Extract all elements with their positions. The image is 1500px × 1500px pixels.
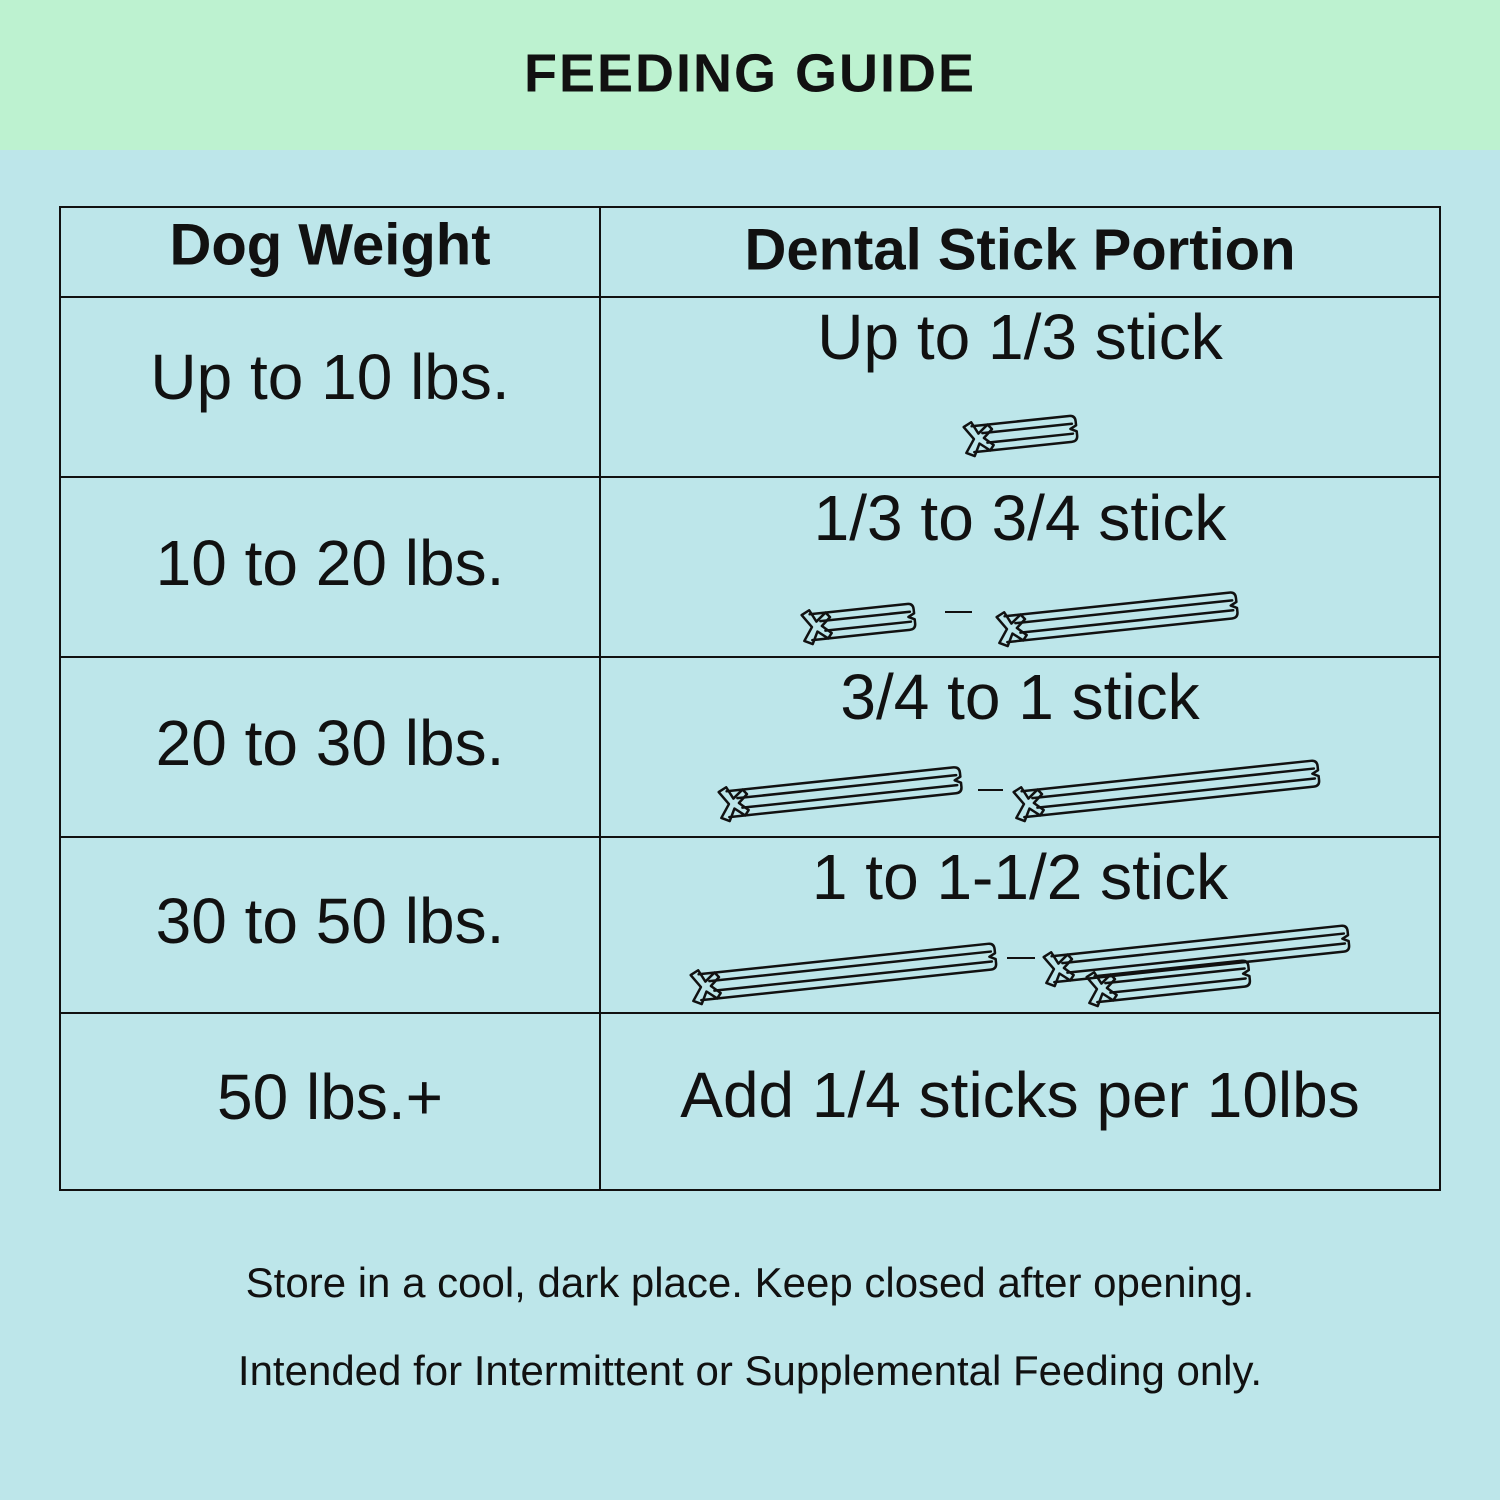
stick-ridge (981, 422, 1074, 435)
stick-end (800, 609, 833, 646)
portion-cell: 1/3 to 3/4 stick (814, 482, 1228, 554)
stick-ridge (1109, 977, 1247, 994)
stick-ridge (824, 620, 913, 632)
stick-end (1012, 786, 1045, 823)
stick-ridge (1019, 609, 1235, 634)
stick-body (1003, 591, 1239, 644)
storage-note: Store in a cool, dark place. Keep closed… (246, 1259, 1255, 1306)
stick-ridge (741, 783, 959, 809)
stick-icon (962, 414, 1079, 458)
title: FEEDING GUIDE (524, 43, 976, 103)
stick-end (995, 611, 1028, 648)
feeding-note: Intended for Intermittent or Supplementa… (238, 1347, 1262, 1394)
stick-ridge (1031, 767, 1316, 800)
stick-body (1020, 759, 1321, 819)
column-header: Dental Stick Portion (744, 217, 1295, 282)
weight-cell: 20 to 30 lbs. (156, 707, 505, 779)
stick-body (1093, 959, 1252, 1004)
stick-ridge (986, 432, 1075, 444)
portion-cell: 1 to 1-1/2 stick (812, 841, 1229, 913)
stick-ridge (1014, 599, 1234, 625)
stick-body (1050, 924, 1351, 984)
table-grid (59, 206, 1441, 1191)
weight-cell: Up to 10 lbs. (150, 341, 509, 413)
stick-body (725, 766, 963, 819)
stick-ridge (713, 960, 994, 992)
stick-ridge (819, 610, 912, 623)
stick-ridge (708, 950, 993, 983)
stick-body (970, 414, 1079, 454)
header-band (0, 0, 1500, 150)
stick-ridge (1061, 932, 1346, 965)
weight-cell: 50 lbs.+ (217, 1061, 443, 1133)
stick-end (1085, 971, 1118, 1008)
stick-icon (800, 602, 917, 646)
stick-ridge (736, 773, 958, 800)
stick-icon (1012, 759, 1321, 823)
stick-icon (1085, 959, 1252, 1008)
weight-cell: 10 to 20 lbs. (156, 527, 505, 599)
range-dashes (945, 611, 1035, 959)
stick-icon (717, 766, 963, 823)
stick-ridge (1104, 967, 1246, 985)
column-header: Dog Weight (169, 212, 490, 277)
weight-cell: 30 to 50 lbs. (156, 885, 505, 957)
stick-icon (1042, 924, 1351, 988)
stick-end (689, 969, 722, 1006)
stick-end (962, 421, 995, 458)
portion-cell: Add 1/4 sticks per 10lbs (680, 1059, 1359, 1131)
stick-end (717, 786, 750, 823)
portion-cell: Up to 1/3 stick (817, 301, 1224, 373)
stick-icon (689, 942, 998, 1006)
stick-icons (689, 414, 1351, 1008)
portion-cell: 3/4 to 1 stick (840, 661, 1200, 733)
stick-end (1042, 951, 1075, 988)
table-border (59, 206, 1441, 1191)
stick-body (697, 942, 998, 1002)
stick-body (808, 602, 917, 642)
stick-ridge (1066, 942, 1347, 974)
stick-icon (995, 591, 1239, 648)
stick-ridge (1036, 777, 1317, 809)
